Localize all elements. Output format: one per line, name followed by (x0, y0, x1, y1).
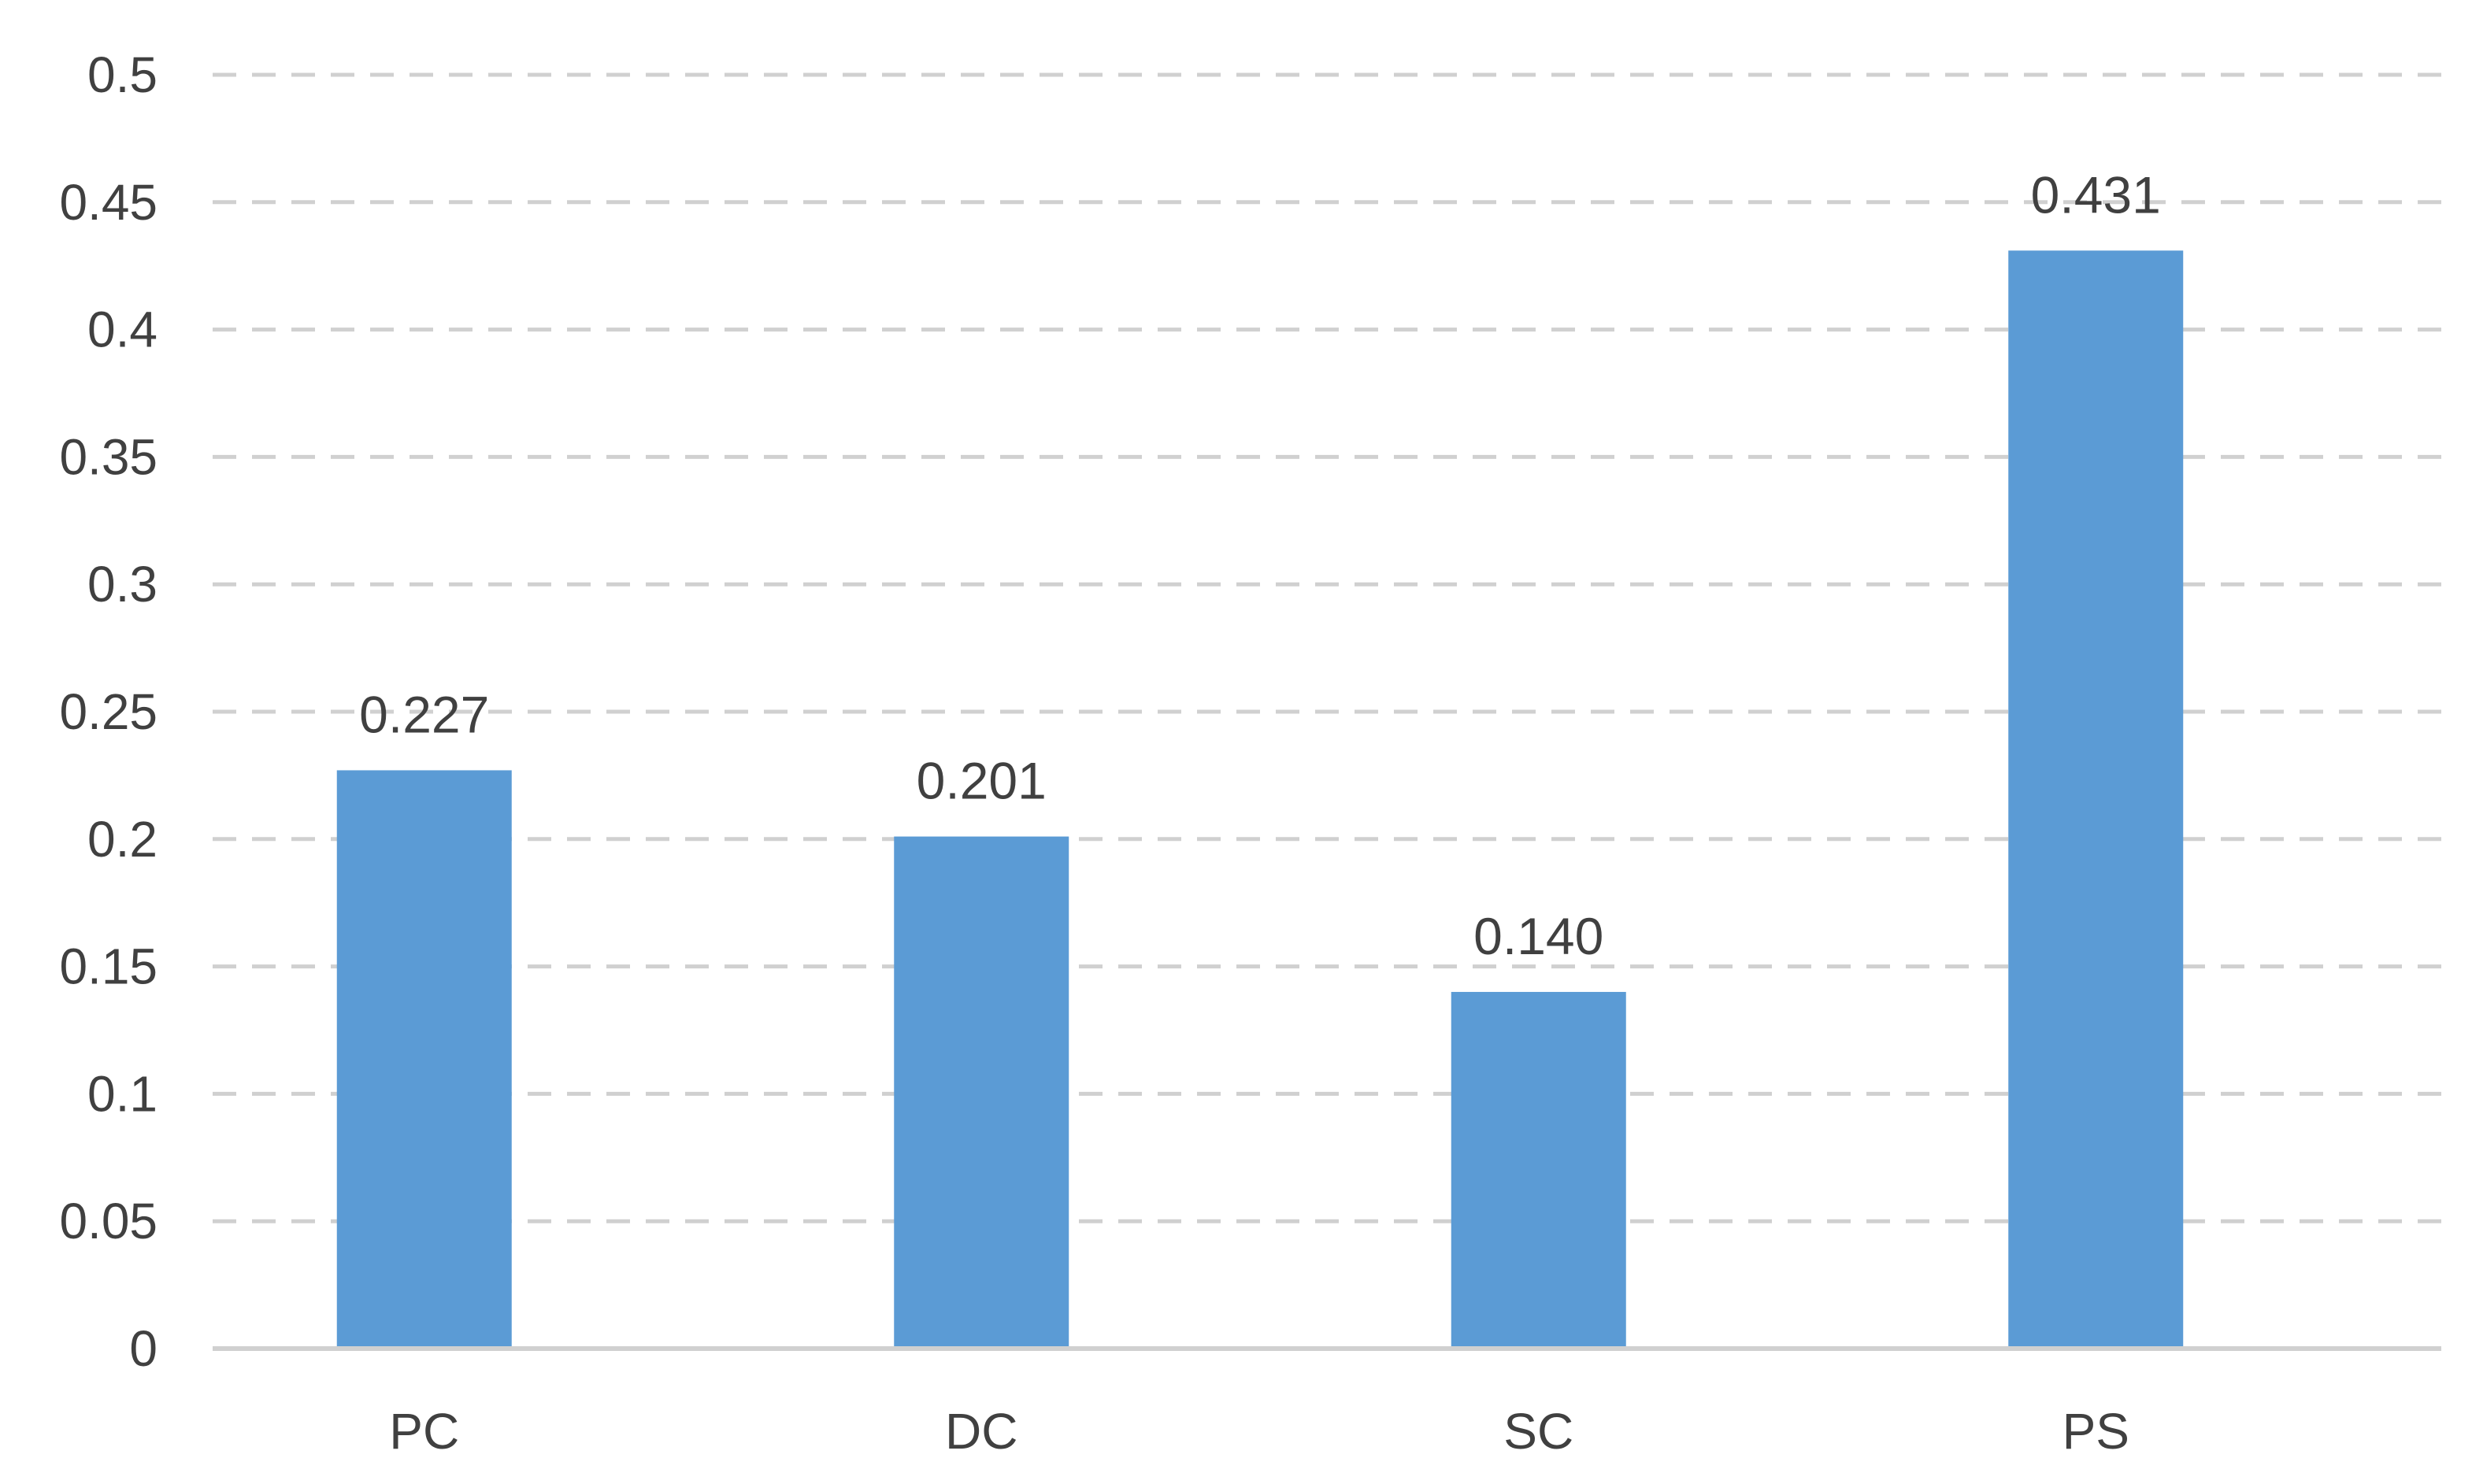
x-axis-categories: PC DC SC PS (389, 1403, 2129, 1460)
y-tick-label: 0.15 (59, 938, 158, 995)
bar-ps (2008, 250, 2184, 1349)
y-tick-label: 0.35 (59, 428, 158, 485)
data-label-sc: 0.140 (1473, 907, 1603, 965)
bar-dc (894, 836, 1069, 1349)
data-labels: 0.227 0.201 0.140 0.431 (359, 165, 2161, 965)
bars (336, 250, 2184, 1349)
bar-pc (336, 770, 512, 1349)
y-tick-label: 0.45 (59, 174, 158, 231)
y-tick-label: 0.4 (87, 302, 158, 358)
y-tick-label: 0 (129, 1320, 158, 1377)
y-tick-label: 0.3 (87, 556, 158, 612)
y-tick-label: 0.5 (87, 46, 158, 103)
category-label-ps: PS (2062, 1403, 2129, 1460)
y-axis-ticks: 0 0.05 0.1 0.15 0.2 0.25 0.3 0.35 0.4 0.45 0.5 (59, 46, 158, 1377)
y-tick-label: 0.1 (87, 1065, 158, 1122)
bar-sc (1451, 991, 1626, 1349)
category-label-sc: SC (1503, 1403, 1573, 1460)
category-label-pc: PC (389, 1403, 459, 1460)
gridlines (213, 72, 2441, 1223)
category-label-dc: DC (945, 1403, 1017, 1460)
y-tick-label: 0.05 (59, 1193, 158, 1249)
y-tick-label: 0.25 (59, 683, 158, 740)
data-label-ps: 0.431 (2031, 165, 2161, 224)
y-tick-label: 0.2 (87, 811, 158, 868)
data-label-dc: 0.201 (917, 752, 1047, 810)
data-label-pc: 0.227 (359, 685, 489, 743)
